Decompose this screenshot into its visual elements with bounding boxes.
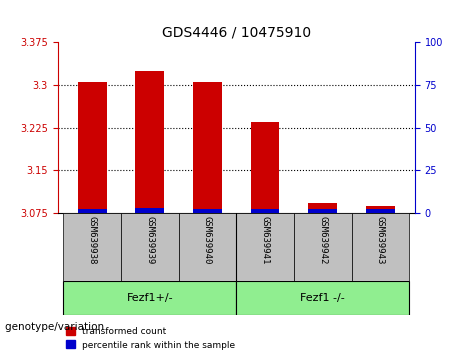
Text: GSM639939: GSM639939 (145, 216, 154, 265)
Text: Fezf1 -/-: Fezf1 -/- (300, 293, 345, 303)
FancyBboxPatch shape (236, 213, 294, 281)
FancyBboxPatch shape (179, 213, 236, 281)
FancyBboxPatch shape (64, 213, 121, 281)
Text: GSM639943: GSM639943 (376, 216, 385, 265)
Bar (251, 210, 279, 213)
Bar (308, 203, 337, 213)
Bar (193, 82, 222, 213)
Text: GSM639940: GSM639940 (203, 216, 212, 265)
Text: Fezf1+/-: Fezf1+/- (126, 293, 173, 303)
Text: GSM639942: GSM639942 (318, 216, 327, 265)
FancyBboxPatch shape (351, 213, 409, 281)
FancyBboxPatch shape (121, 213, 179, 281)
Text: GSM639941: GSM639941 (260, 216, 270, 265)
FancyBboxPatch shape (294, 213, 351, 281)
Bar (136, 71, 164, 213)
Bar (308, 209, 337, 213)
Bar (136, 208, 164, 213)
FancyBboxPatch shape (64, 281, 236, 315)
Title: GDS4446 / 10475910: GDS4446 / 10475910 (162, 26, 311, 40)
Text: GSM639938: GSM639938 (88, 216, 97, 265)
Bar (193, 209, 222, 213)
Bar (78, 82, 106, 213)
Bar (78, 209, 106, 213)
Legend: transformed count, percentile rank within the sample: transformed count, percentile rank withi… (62, 323, 239, 353)
Text: genotype/variation: genotype/variation (5, 322, 107, 332)
Bar (251, 122, 279, 213)
Bar (366, 206, 395, 213)
Bar (366, 210, 395, 213)
FancyBboxPatch shape (236, 281, 409, 315)
